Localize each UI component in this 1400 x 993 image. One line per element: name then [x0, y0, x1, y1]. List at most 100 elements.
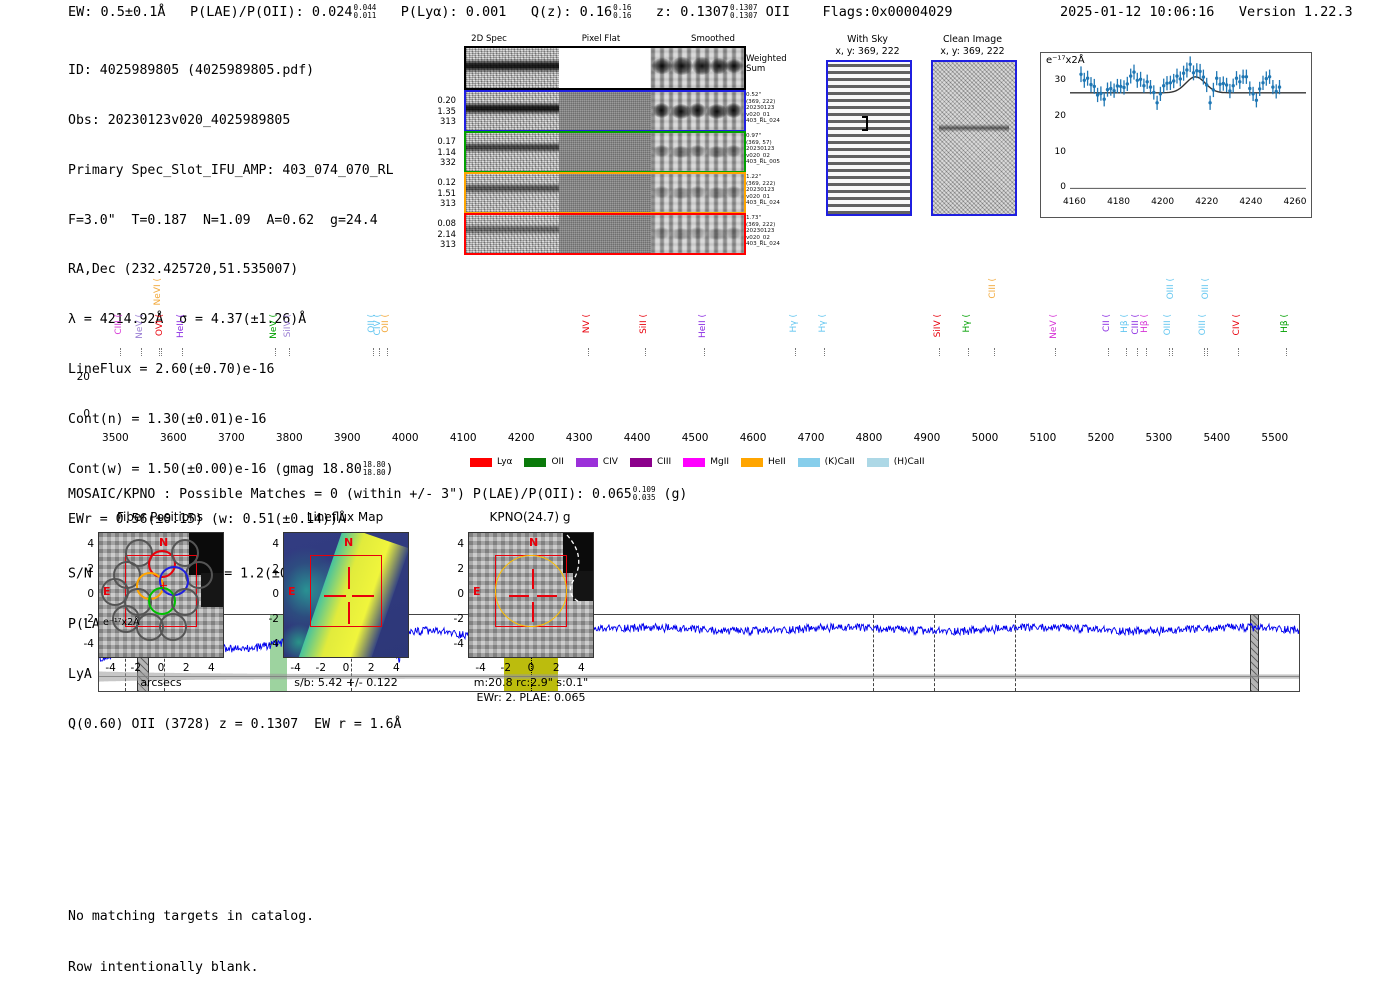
emission-line-label: OIII ( [1200, 278, 1211, 300]
spectrum-xtick: 5500 [1261, 432, 1289, 444]
spectrum-xtick: 5100 [1029, 432, 1057, 444]
panel-xtick: -2 [500, 662, 512, 674]
legend-swatch [524, 457, 547, 467]
legend-item: HeII [741, 457, 786, 467]
emission-line-tick [993, 348, 996, 356]
legend-item: Lyα [470, 457, 512, 467]
info-lambda: λ = 4214.92Å σ = 4.37(±1.26)Å [68, 312, 307, 328]
zoom-ytick: 0 [1060, 182, 1066, 193]
emission-line-tick [1108, 348, 1110, 356]
emission-line-tick [158, 348, 161, 356]
panel-xtick: -4 [475, 662, 486, 674]
spectrum-xtick: 4500 [681, 432, 709, 444]
emission-line-tick [274, 348, 277, 356]
emission-line-label: CIII ( [987, 278, 998, 299]
legend-swatch [683, 457, 706, 467]
legend-swatch [575, 457, 598, 467]
clean-image-image [931, 60, 1017, 216]
legend-item: CIII [629, 457, 672, 467]
panel-xtick: 2 [367, 662, 375, 674]
panel-ytick: 0 [272, 588, 279, 600]
fiber-positions-xlabel: arcsecs [140, 676, 182, 689]
emission-line-label: SiIV ( [933, 314, 944, 338]
header-z-value: 0.1307 [680, 4, 729, 20]
fiber-stats: 0.17 1.14 332 [437, 136, 456, 167]
legend-item: MgII [683, 457, 729, 467]
emission-line-tick [824, 348, 826, 356]
legend-item: OII [524, 457, 564, 467]
spectrum-ytick: 20 [76, 371, 90, 384]
legend-swatch [629, 457, 652, 467]
panel-xtick: 0 [342, 662, 350, 674]
panel-xtick: 4 [393, 662, 400, 674]
header-qz-bounds: 0.16 0.16 [613, 3, 632, 20]
header-z-label: z: [655, 4, 673, 20]
emission-line-label: NeV ( [135, 314, 146, 339]
emission-line-tick [160, 348, 163, 356]
kpno-aperture-circle [495, 555, 567, 627]
kpno-compass-e: E [473, 585, 481, 598]
fiber-stats: 0.12 1.51 313 [437, 177, 456, 208]
emission-line-tick [1172, 348, 1174, 356]
emission-line-label: OIII ( [1198, 314, 1209, 336]
info-obs: Obs: 20230123v020_4025989805 [68, 112, 291, 128]
emission-line-tick [1286, 348, 1288, 356]
info-lineflux: LineFlux = 2.60(±0.70)e-16 [68, 361, 275, 377]
emission-line-label: SiII ( [638, 314, 649, 334]
header-qz-label: Q(z): [530, 4, 572, 20]
panel-ytick: 2 [272, 562, 279, 575]
emission-line-tick [1204, 348, 1206, 356]
emission-line-tick [939, 348, 941, 356]
fiber-strip [464, 90, 746, 132]
spectrum-xtick: 4100 [449, 432, 477, 444]
emission-line-label: Hγ ( [788, 314, 799, 333]
zoom-xtick: 4200 [1151, 197, 1175, 207]
emission-line-tick [379, 348, 381, 356]
lineflux-compass-n: N [344, 536, 354, 549]
emission-line-label: Hγ ( [818, 314, 829, 333]
legend-item: (H)CaII [866, 457, 925, 467]
info-cont-w: Cont(w) = 1.50(±0.00)e-16 (gmag 18.80 18.… [68, 460, 394, 478]
line-zoom-plot: e⁻¹⁷x2Å 0 10 20 30 4160 4180 4200 4220 4240 4260 [1040, 52, 1312, 218]
panel-ytick: 0 [87, 588, 94, 600]
bottom-note: No matching targets in catalog. Row inte… [68, 874, 314, 993]
legend-swatch [866, 457, 889, 467]
spectrum-dashed-line [933, 615, 935, 691]
weighted-sum-image [464, 46, 746, 90]
header-summary-line: EW: 0.5±0.1Å P(LAE)/P(OII): 0.024 0.044 0.… [68, 3, 953, 21]
zoom-xtick: 4160 [1062, 197, 1086, 207]
legend-label: CIII [656, 457, 672, 467]
header-qz-value: 0.16 [579, 4, 613, 20]
legend-swatch [470, 457, 492, 467]
fiber-meta: 0.97" (369, 57) 20230123 v020_02 403_RL_005 [746, 133, 780, 166]
mosaic-text-a: MOSAIC/KPNO : Possible Matches = 0 (with… [68, 487, 632, 502]
header-flags: Flags:0x00004029 [822, 4, 953, 20]
spectrum-hatch-region [1249, 615, 1260, 691]
emission-line-label: Hβ ( [1140, 314, 1151, 333]
legend-label: CIV [602, 457, 618, 467]
emission-line-label: NV ( [582, 314, 593, 334]
emission-line-label: CIV ( [1232, 314, 1243, 336]
zoom-ytick: 10 [1054, 146, 1066, 157]
col-title-pixelflat: Pixel Flat [581, 34, 621, 44]
header-z-kind: OII [765, 4, 790, 20]
fiber-meta: 0.52" (369, 222) 20230123 v020_01 403_RL_024 [746, 92, 780, 125]
with-sky-image [826, 60, 912, 216]
panel-ytick: -4 [268, 638, 279, 651]
mosaic-plae-bounds: 0.109 0.035 [632, 485, 656, 502]
spectrum-xtick: 3900 [333, 432, 361, 444]
panel-ytick: -2 [83, 613, 94, 626]
emission-line-tick [1125, 348, 1128, 356]
col-title-2dspec: 2D Spec [471, 34, 507, 44]
spectrum-xtick: 3700 [217, 432, 245, 444]
clean-image-sub: x, y: 369, 222 [940, 45, 1005, 57]
legend-swatch [797, 457, 820, 467]
kpno-xlabel: m:20.8 rc:2.9" s:0.1" [473, 676, 589, 689]
info-gmag-bounds: 18.80 18.80 [362, 460, 386, 478]
legend-label: Lyα [497, 457, 513, 467]
header-plae-value: 0.024 [311, 4, 353, 20]
kpno-image: N E [468, 532, 594, 658]
panel-xtick: -4 [105, 662, 116, 674]
panel-ytick: 2 [87, 562, 94, 575]
panel-ytick: -2 [453, 613, 464, 626]
